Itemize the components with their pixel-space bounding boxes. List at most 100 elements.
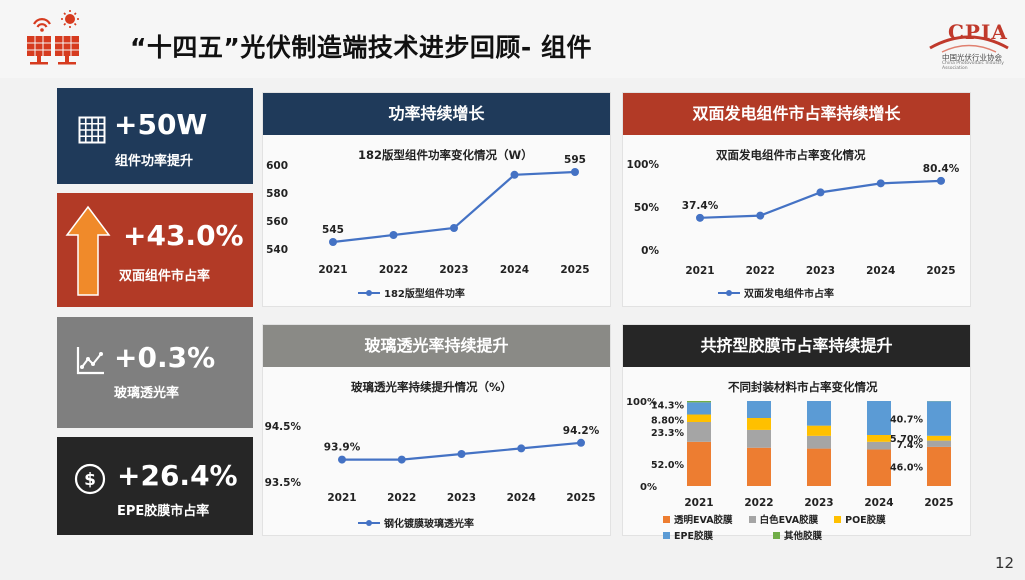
bar-segment bbox=[747, 429, 771, 448]
kpi-epe-label: EPE胶膜市占率 bbox=[117, 504, 210, 519]
x-tick-label: 2025 bbox=[926, 265, 955, 277]
bar-segment bbox=[807, 435, 831, 449]
panel-power: 功率持续增长 182版型组件功率变化情况（W） 540 560 580 600 2021… bbox=[262, 92, 611, 307]
kpi-glass-value: +0.3% bbox=[114, 341, 216, 374]
solar-panel-logo-icon bbox=[27, 10, 79, 65]
bar-segment bbox=[687, 401, 711, 403]
y-tick-label: 0% bbox=[640, 482, 657, 493]
bar-segment bbox=[927, 446, 951, 486]
x-tick-label: 2023 bbox=[804, 497, 833, 509]
cpia-logo-subtitle-en: China Photovoltaic Industry Association bbox=[942, 61, 1004, 71]
data-point bbox=[397, 455, 406, 464]
power-legend-label: 182版型组件功率 bbox=[384, 289, 465, 300]
kpi-power-label: 组件功率提升 bbox=[115, 154, 194, 169]
bar-segment bbox=[807, 401, 831, 426]
film-chart-legend: 透明EVA胶膜 白色EVA胶膜 POE胶膜 EPE胶膜 其他胶膜 bbox=[663, 512, 963, 542]
data-label: 94.2% bbox=[563, 425, 600, 437]
data-label: 80.4% bbox=[923, 163, 960, 175]
x-tick-label: 2021 bbox=[327, 492, 356, 504]
bar-segment bbox=[927, 440, 951, 447]
data-label: 14.3% bbox=[651, 400, 684, 411]
legend-line-marker bbox=[358, 289, 380, 296]
data-point bbox=[756, 211, 765, 220]
power-chart: 540 560 580 600 2021 2022 2023 2024 2025 545 595 bbox=[266, 154, 590, 276]
page-title: “十四五”光伏制造端技术进步回顾- 组件 bbox=[130, 33, 592, 62]
cpia-logo-subtitle: 中国光伏行业协会 bbox=[942, 53, 1002, 62]
x-tick-label: 2025 bbox=[566, 492, 595, 504]
grid-panel-icon bbox=[78, 116, 106, 144]
kpi-power-value: +50W bbox=[114, 108, 208, 141]
x-tick-label: 2023 bbox=[439, 264, 468, 276]
header: “十四五”光伏制造端技术进步回顾- 组件 CPIA 中国光伏行业协会 China… bbox=[0, 0, 1025, 78]
bar-segment bbox=[927, 401, 951, 436]
cpia-logo-text: CPIA bbox=[948, 20, 1008, 44]
y-tick-label: 100% bbox=[627, 159, 660, 171]
bar-segment bbox=[807, 425, 831, 436]
x-tick-label: 2024 bbox=[866, 265, 895, 277]
data-point bbox=[389, 231, 398, 239]
page-number: 12 bbox=[995, 554, 1015, 572]
kpi-bifacial: +43.0% 双面组件市占率 bbox=[57, 193, 253, 307]
film-chart: 0% 100% 2021 2022 2023 2024 2025 52.0% 23.3% 8.80… bbox=[626, 397, 954, 509]
svg-text:$: $ bbox=[84, 470, 96, 490]
panel-glass-header: 玻璃透光率持续提升 bbox=[263, 325, 610, 367]
x-tick-label: 2021 bbox=[684, 497, 713, 509]
glass-chart-legend: 钢化镀膜玻璃透光率 bbox=[358, 515, 474, 530]
panel-film-header: 共挤型胶膜市占率持续提升 bbox=[623, 325, 970, 367]
bar-segment bbox=[747, 401, 771, 418]
data-point bbox=[338, 455, 346, 464]
data-point bbox=[457, 450, 466, 458]
legend-item-white-eva: 白色EVA胶膜 bbox=[748, 512, 818, 526]
bifacial-legend-label: 双面发电组件市占率 bbox=[744, 289, 834, 300]
data-label: 40.7% bbox=[890, 414, 923, 425]
data-point bbox=[517, 444, 526, 453]
x-tick-label: 2024 bbox=[864, 497, 893, 509]
kpi-glass: +0.3% 玻璃透光率 bbox=[57, 317, 253, 428]
y-tick-label: 100% bbox=[626, 397, 657, 408]
y-tick-label: 93.5% bbox=[265, 477, 302, 489]
kpi-epe-value: +26.4% bbox=[117, 459, 238, 492]
legend-item-poe: POE胶膜 bbox=[834, 512, 886, 526]
glass-chart-title: 玻璃透光率持续提升情况（%） bbox=[351, 380, 513, 394]
dollar-icon: $ bbox=[74, 463, 106, 495]
legend-item-other: 其他胶膜 bbox=[772, 528, 822, 542]
data-label: 5.70% bbox=[890, 434, 923, 445]
x-tick-label: 2022 bbox=[387, 492, 416, 504]
data-point bbox=[450, 224, 458, 232]
kpi-glass-label: 玻璃透光率 bbox=[114, 386, 180, 401]
data-point bbox=[577, 438, 585, 447]
data-label: 545 bbox=[322, 224, 344, 236]
panel-bifacial: 双面发电组件市占率持续增长 双面发电组件市占率变化情况 0% 50% 100% 202… bbox=[622, 92, 971, 307]
power-chart-title: 182版型组件功率变化情况（W） bbox=[358, 148, 533, 162]
x-tick-label: 2022 bbox=[746, 265, 775, 277]
data-point bbox=[876, 179, 885, 188]
panel-glass: 玻璃透光率持续提升 玻璃透光率持续提升情况（%） 93.5% 94.5% 2021 2… bbox=[262, 324, 611, 536]
legend-item-epe: EPE胶膜 bbox=[663, 528, 713, 542]
legend-line-marker bbox=[358, 519, 380, 526]
data-label: 7.4% bbox=[897, 440, 924, 451]
x-tick-label: 2021 bbox=[318, 264, 347, 276]
panel-bifacial-header: 双面发电组件市占率持续增长 bbox=[623, 93, 970, 135]
y-tick-label: 540 bbox=[266, 244, 288, 256]
y-tick-label: 560 bbox=[266, 216, 288, 228]
bar-segment bbox=[807, 448, 831, 486]
bar-segment bbox=[867, 435, 891, 442]
data-point bbox=[510, 170, 519, 179]
glass-chart: 93.5% 94.5% 2021 2022 2023 2024 2025 93.9% 94.2% bbox=[265, 421, 600, 504]
data-point bbox=[816, 188, 825, 197]
bar-segment bbox=[867, 401, 891, 435]
bar-segment bbox=[927, 435, 951, 441]
x-tick-label: 2023 bbox=[447, 492, 476, 504]
legend-item-clear-eva: 透明EVA胶膜 bbox=[663, 512, 733, 526]
x-tick-label: 2024 bbox=[507, 492, 536, 504]
bar-segment bbox=[747, 447, 771, 486]
x-tick-label: 2025 bbox=[560, 264, 589, 276]
bar-segment bbox=[687, 441, 711, 486]
trend-chart-icon bbox=[76, 347, 104, 375]
bar-segment bbox=[867, 449, 891, 486]
x-tick-label: 2023 bbox=[806, 265, 835, 277]
bar-segment bbox=[687, 421, 711, 442]
data-label: 595 bbox=[564, 154, 586, 166]
panel-film: 共挤型胶膜市占率持续提升 不同封装材料市占率变化情况 0% 100% 2021 202… bbox=[622, 324, 971, 542]
y-tick-label: 600 bbox=[266, 160, 288, 172]
